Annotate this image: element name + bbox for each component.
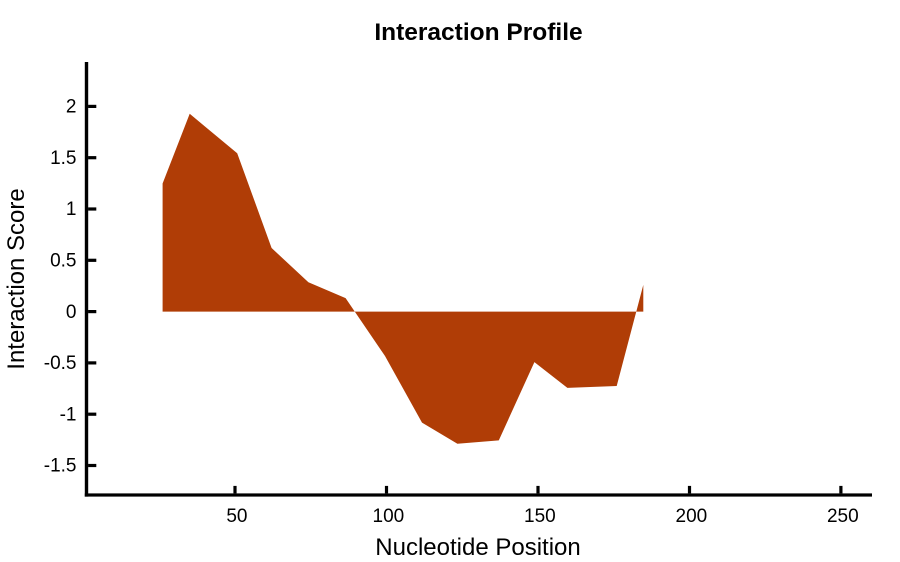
svg-text:-1.5: -1.5: [44, 456, 77, 477]
svg-text:150: 150: [524, 506, 556, 527]
svg-text:1.5: 1.5: [50, 148, 76, 169]
svg-text:-0.5: -0.5: [44, 353, 77, 374]
svg-text:2: 2: [66, 97, 77, 118]
svg-text:200: 200: [676, 506, 708, 527]
svg-text:Interaction Profile: Interaction Profile: [374, 19, 582, 46]
svg-text:250: 250: [827, 506, 859, 527]
svg-text:0.5: 0.5: [50, 251, 76, 272]
svg-text:50: 50: [226, 506, 247, 527]
svg-text:-1: -1: [60, 404, 77, 425]
svg-text:Nucleotide Position: Nucleotide Position: [375, 534, 580, 561]
svg-text:0: 0: [66, 302, 77, 323]
svg-text:100: 100: [373, 506, 405, 527]
svg-text:Interaction Score: Interaction Score: [3, 188, 30, 369]
svg-text:1: 1: [66, 199, 77, 220]
